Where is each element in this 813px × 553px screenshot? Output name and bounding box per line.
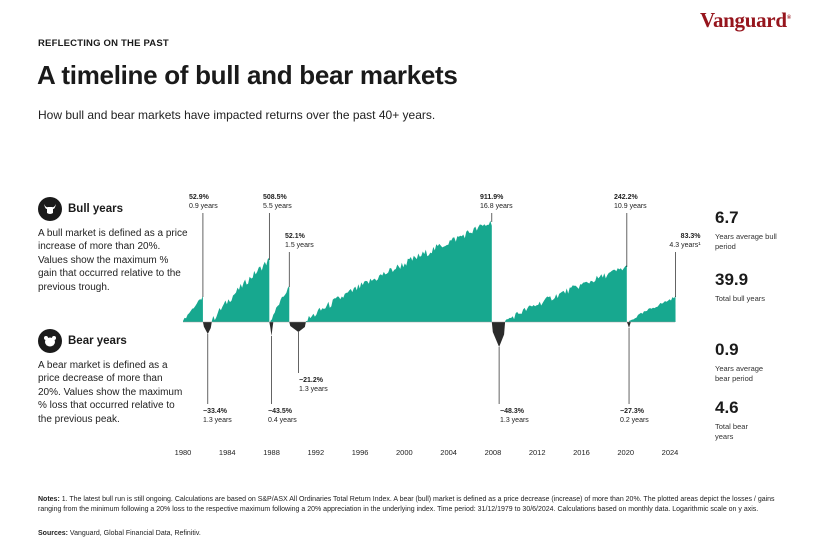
bull-description: A bull market is defined as a price incr… <box>38 228 188 293</box>
eyebrow-label: REFLECTING ON THE PAST <box>38 38 169 49</box>
bull-pct-label-2: 52.1% <box>285 233 306 240</box>
stat-bull-average-label: Years average bull period <box>715 232 777 251</box>
bull-area-0 <box>183 295 203 322</box>
bear-pct-label-3: −48.3% <box>500 408 525 415</box>
bull-years-label-4: 10.9 years <box>614 203 647 210</box>
vanguard-logo: Vanguard® <box>700 8 791 32</box>
bear-area-2 <box>289 322 306 332</box>
notes-label: Notes: <box>38 496 60 503</box>
bear-years-label-2: 1.3 years <box>299 386 328 393</box>
bear-icon <box>38 329 62 353</box>
x-tick-2012: 2012 <box>529 448 546 457</box>
x-tick-2008: 2008 <box>485 448 502 457</box>
stat-bull-total-value: 39.9 <box>715 270 749 289</box>
x-tick-1984: 1984 <box>219 448 236 457</box>
bear-pct-label-1: −43.5% <box>268 408 293 415</box>
x-tick-2000: 2000 <box>396 448 413 457</box>
x-tick-2016: 2016 <box>573 448 590 457</box>
bull-pct-label-4: 242.2% <box>614 194 639 201</box>
stat-bull-average-value: 6.7 <box>715 208 739 227</box>
x-tick-1988: 1988 <box>263 448 280 457</box>
bear-pct-label-2: −21.2% <box>299 377 324 384</box>
stat-bear-total-value: 4.6 <box>715 398 739 417</box>
bull-area-4 <box>505 265 627 322</box>
bull-area-5 <box>629 295 676 322</box>
bear-years-label-1: 0.4 years <box>268 417 297 424</box>
bull-area-2 <box>270 285 290 322</box>
stat-bull-average: 6.7 Years average bull period <box>715 208 777 252</box>
bull-pct-label-0: 52.9% <box>189 194 210 201</box>
bull-area-3 <box>305 220 492 322</box>
bear-area-1 <box>269 322 274 336</box>
x-tick-2024: 2024 <box>662 448 679 457</box>
bear-area-4 <box>626 322 631 328</box>
sources-text: Vanguard, Global Financial Data, Refinit… <box>67 530 201 537</box>
bull-years-label-5: 4.3 years¹ <box>669 242 701 249</box>
bear-area-3 <box>491 322 506 347</box>
bull-title: Bull years <box>68 203 123 215</box>
bear-area-0 <box>202 322 212 334</box>
bull-bear-chart: 52.9% 0.9 years 508.5% 5.5 years 52.1% 1.5 ye… <box>175 194 702 457</box>
bear-legend: Bear years A bear market is defined as a… <box>38 329 188 426</box>
stat-bear-average-label: Years average bear period <box>715 364 764 383</box>
bull-years-label-1: 5.5 years <box>263 203 292 210</box>
bull-pct-label-5: 83.3% <box>681 233 702 240</box>
bull-years-label-0: 0.9 years <box>189 203 218 210</box>
bear-pct-label-4: −27.3% <box>620 408 645 415</box>
x-tick-1996: 1996 <box>352 448 369 457</box>
bull-area-1 <box>211 257 270 322</box>
bear-title: Bear years <box>68 335 127 347</box>
x-tick-1980: 1980 <box>175 448 192 457</box>
bear-description: A bear market is defined as a price decr… <box>38 360 183 425</box>
bull-icon <box>38 197 62 221</box>
bull-pct-label-3: 911.9% <box>480 194 504 201</box>
page-subtitle: How bull and bear markets have impacted … <box>38 108 436 122</box>
bear-years-label-0: 1.3 years <box>203 417 232 424</box>
notes-text: 1. The latest bull run is still ongoing.… <box>38 496 775 513</box>
bull-legend: Bull years A bull market is defined as a… <box>38 197 188 294</box>
stat-bear-total-label: Total bear years <box>715 422 748 441</box>
sources: Sources: Vanguard, Global Financial Data… <box>38 530 201 537</box>
x-tick-1992: 1992 <box>307 448 324 457</box>
bear-years-label-4: 0.2 years <box>620 417 649 424</box>
bull-years-label-3: 16.8 years <box>480 203 513 210</box>
bear-pct-label-0: −33.4% <box>203 408 228 415</box>
footnotes: Notes: 1. The latest bull run is still o… <box>38 495 783 514</box>
x-tick-2020: 2020 <box>617 448 634 457</box>
bull-pct-label-1: 508.5% <box>263 194 288 201</box>
stat-bear-average-value: 0.9 <box>715 340 739 359</box>
bull-years-label-2: 1.5 years <box>285 242 314 249</box>
stat-bear-total: 4.6 Total bear years <box>715 398 760 442</box>
page-title: A timeline of bull and bear markets <box>37 60 458 90</box>
x-tick-2004: 2004 <box>440 448 457 457</box>
sources-label: Sources: <box>38 530 68 537</box>
stat-bull-total: 39.9 Total bull years <box>715 270 781 304</box>
bear-years-label-3: 1.3 years <box>500 417 529 424</box>
stat-bull-total-label: Total bull years <box>715 294 766 303</box>
stat-bear-average: 0.9 Years average bear period <box>715 340 777 384</box>
